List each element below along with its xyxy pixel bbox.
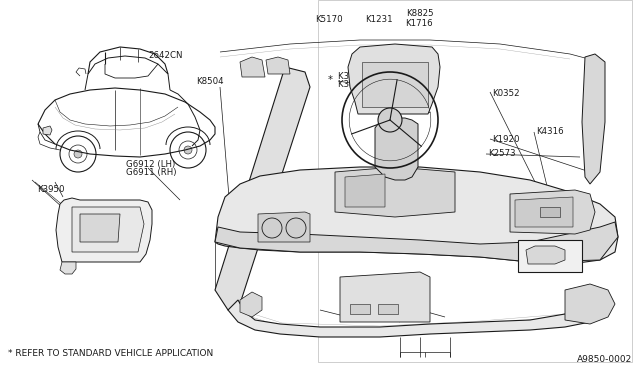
Circle shape: [184, 146, 192, 154]
Polygon shape: [348, 44, 440, 114]
Text: G6912 (LH): G6912 (LH): [126, 160, 175, 169]
Text: K0352: K0352: [492, 90, 520, 99]
Polygon shape: [56, 198, 152, 262]
Polygon shape: [345, 174, 385, 207]
Text: K1231: K1231: [365, 16, 392, 25]
Polygon shape: [362, 62, 428, 107]
Text: K4316: K4316: [536, 128, 564, 137]
Text: K6707: K6707: [388, 106, 415, 115]
Polygon shape: [60, 262, 76, 274]
Circle shape: [378, 108, 402, 132]
Circle shape: [74, 150, 82, 158]
Text: K8504: K8504: [196, 77, 223, 87]
Polygon shape: [215, 167, 618, 264]
Polygon shape: [240, 292, 262, 317]
Polygon shape: [240, 57, 265, 77]
Text: K8825: K8825: [406, 10, 434, 19]
Polygon shape: [565, 284, 615, 324]
Polygon shape: [43, 126, 52, 135]
Polygon shape: [215, 222, 618, 262]
Text: G6911 (RH): G6911 (RH): [126, 167, 177, 176]
Polygon shape: [258, 212, 310, 242]
Polygon shape: [340, 272, 430, 322]
Polygon shape: [228, 300, 600, 337]
Circle shape: [584, 300, 592, 308]
Text: * REFER TO STANDARD VEHICLE APPLICATION: * REFER TO STANDARD VEHICLE APPLICATION: [8, 350, 213, 359]
Text: K2573: K2573: [488, 150, 516, 158]
Text: K1920: K1920: [492, 135, 520, 144]
Polygon shape: [510, 190, 595, 234]
Text: K3411 (LH): K3411 (LH): [338, 71, 387, 80]
Polygon shape: [266, 57, 290, 74]
Text: K3950: K3950: [37, 186, 65, 195]
Text: *: *: [328, 75, 333, 85]
Text: K1716: K1716: [405, 19, 433, 29]
Polygon shape: [80, 214, 120, 242]
Polygon shape: [72, 207, 144, 252]
Polygon shape: [540, 207, 560, 217]
Text: K5170: K5170: [315, 16, 342, 25]
Polygon shape: [350, 304, 370, 314]
Polygon shape: [378, 304, 398, 314]
Polygon shape: [515, 197, 573, 227]
Text: 2642CN: 2642CN: [148, 51, 182, 61]
Polygon shape: [375, 118, 418, 180]
Text: A9850-0002: A9850-0002: [577, 356, 632, 365]
Polygon shape: [582, 54, 605, 184]
Polygon shape: [335, 167, 455, 217]
Text: K3410 (RH): K3410 (RH): [338, 80, 387, 89]
Polygon shape: [518, 240, 582, 272]
Polygon shape: [526, 246, 565, 264]
Polygon shape: [215, 67, 310, 310]
